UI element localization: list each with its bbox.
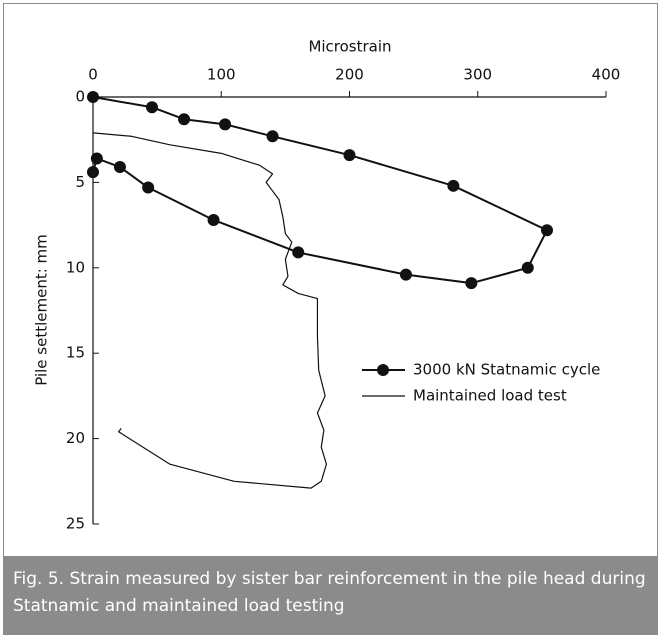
legend-label: Maintained load test xyxy=(413,387,567,405)
y-tick-label: 20 xyxy=(66,429,85,447)
x-tick-label: 200 xyxy=(335,66,364,84)
x-tick-label: 400 xyxy=(592,66,621,84)
data-point xyxy=(521,261,534,274)
legend-label: 3000 kN Statnamic cycle xyxy=(413,361,600,379)
data-point xyxy=(87,166,99,179)
y-tick-label: 5 xyxy=(75,173,85,191)
data-point xyxy=(113,161,126,174)
series-line xyxy=(92,96,549,285)
series-line xyxy=(92,132,328,489)
data-point xyxy=(541,224,554,237)
data-point xyxy=(142,181,155,194)
data-point xyxy=(447,179,460,192)
x-tick-label: 300 xyxy=(463,66,492,84)
data-point xyxy=(343,149,356,162)
x-axis-title: Microstrain xyxy=(308,38,391,56)
y-axis-title: Pile settlement: mm xyxy=(33,234,51,386)
x-tick-label: 100 xyxy=(207,66,236,84)
y-tick-label: 15 xyxy=(66,344,85,362)
data-point xyxy=(90,152,103,165)
data-point xyxy=(266,130,279,143)
data-point xyxy=(465,277,478,290)
data-point xyxy=(207,213,220,226)
data-point xyxy=(219,118,232,131)
legend-marker xyxy=(377,364,389,376)
data-point xyxy=(145,101,158,114)
x-tick-label: 0 xyxy=(88,66,98,84)
data-point xyxy=(87,91,99,103)
figure-frame xyxy=(3,3,658,635)
chart: Microstrain Pile settlement: mm 0 100 200 3… xyxy=(33,38,621,533)
data-point xyxy=(292,246,305,259)
data-point xyxy=(399,268,412,281)
y-tick-label: 0 xyxy=(75,88,85,106)
caption: Fig. 5. Strain measured by sister bar re… xyxy=(4,556,658,634)
data-point xyxy=(178,113,191,126)
y-tick-label: 10 xyxy=(66,258,85,276)
y-tick-label: 25 xyxy=(66,515,85,533)
